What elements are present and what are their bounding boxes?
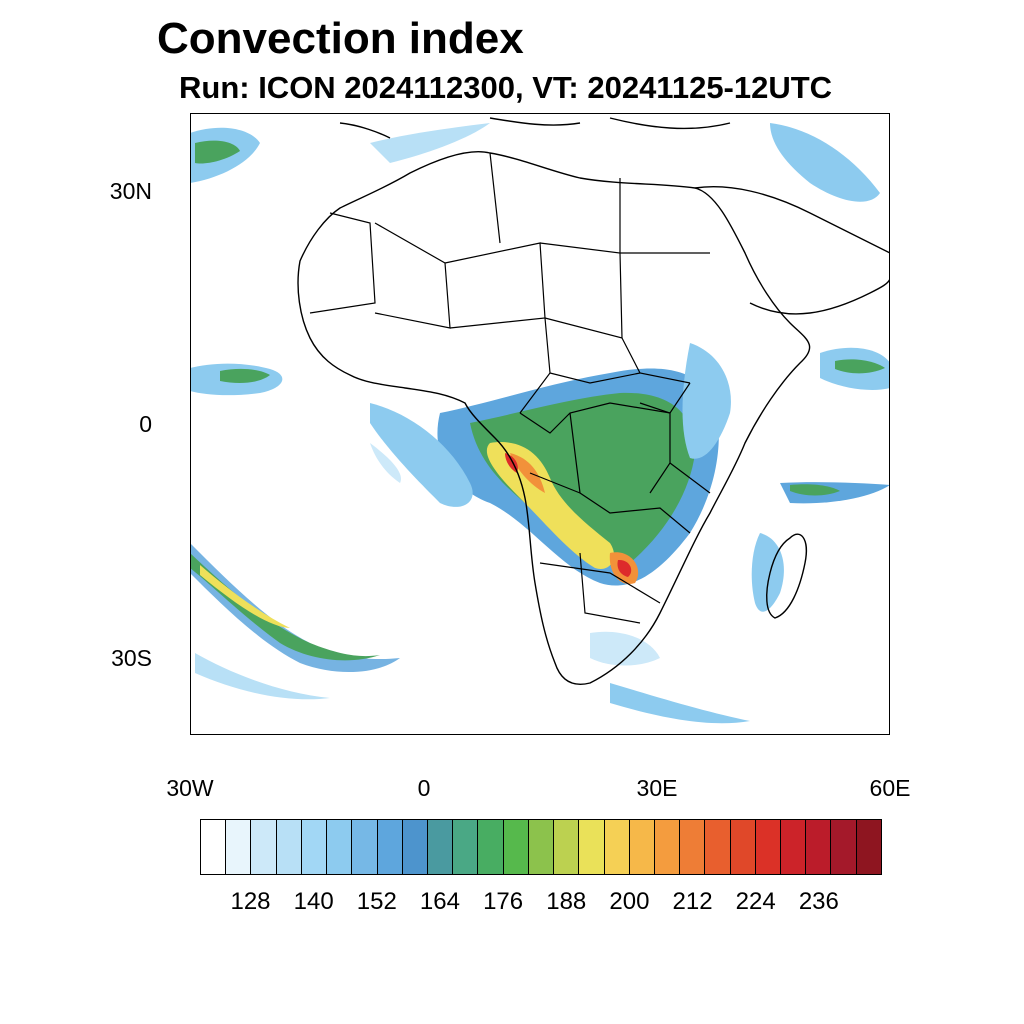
africa-coastline (297, 151, 811, 685)
colorbar-cell (503, 819, 529, 875)
colorbar-cell (705, 819, 731, 875)
lon-label-60e: 60E (869, 775, 911, 801)
field-central-africa-green (470, 392, 695, 566)
colorbar-cell (251, 819, 277, 875)
colorbar-cell (226, 819, 252, 875)
field-central-africa-orange (510, 453, 545, 493)
colorbar-tick-label: 176 (483, 888, 524, 915)
lat-label-30s: 30S (111, 645, 152, 671)
field-atlantic-south-wisps (195, 653, 330, 700)
colorbar-cell (755, 819, 782, 875)
field-persian-gulf (770, 123, 880, 202)
colorbar-cell (554, 819, 580, 875)
colorbar-tick-label: 200 (609, 888, 650, 915)
coastlines (297, 117, 890, 685)
colorbar-cell (200, 819, 227, 875)
chart-subtitle: Run: ICON 2024112300, VT: 20241125-12UTC (179, 70, 833, 105)
colorbar-cell (856, 819, 882, 875)
colorbar-tick-label: 236 (798, 888, 839, 915)
colorbar-cell (402, 819, 428, 875)
colorbar-cell (528, 819, 555, 875)
colorbar-cell (579, 819, 605, 875)
field-madagascar (751, 533, 784, 612)
field-atlantic-southwest-core (190, 553, 380, 661)
lon-label-30w: 30W (166, 775, 214, 801)
colorbar-cell (781, 819, 807, 875)
field-southern-ocean (610, 683, 750, 724)
colorbar-cell (629, 819, 655, 875)
colorbar-cell (831, 819, 857, 875)
field-north-atlantic-core (195, 140, 240, 164)
colorbar-cell (478, 819, 504, 875)
country-borders (309, 152, 711, 624)
field-guinea-west-core (220, 368, 270, 383)
colorbar-tick-label: 152 (356, 888, 397, 915)
field-zambia-red (617, 559, 632, 577)
colorbar-cell (806, 819, 832, 875)
field-gulf-streak (370, 443, 401, 483)
colorbar (200, 819, 882, 875)
plot-border (190, 113, 890, 735)
colorbar-cell (377, 819, 403, 875)
europe-coastline (339, 117, 731, 139)
colorbar-cell (654, 819, 681, 875)
colorbar-tick-label: 224 (735, 888, 776, 915)
field-south-africa-east (590, 631, 660, 666)
field-mozambique-core (790, 484, 840, 496)
field-arabian-sea-core (835, 359, 885, 374)
colorbar-cell (730, 819, 756, 875)
colorbar-cell (327, 819, 353, 875)
field-mediterranean (370, 123, 490, 163)
colorbar-tick-label: 164 (419, 888, 460, 915)
field-congo-coast-red (505, 453, 518, 473)
lat-label-0: 0 (139, 411, 152, 437)
madagascar-coastline (766, 533, 807, 619)
colorbar-cell (301, 819, 328, 875)
colorbar-cell (427, 819, 454, 875)
colorbar-tick-label: 128 (230, 888, 271, 915)
colorbar-tick-label: 212 (672, 888, 713, 915)
map-plot-area (190, 113, 890, 735)
colorbar-cell (352, 819, 378, 875)
colorbar-cell (276, 819, 302, 875)
field-east-africa (682, 343, 731, 459)
colorbar-tick-label: 140 (293, 888, 334, 915)
lon-label-0: 0 (417, 775, 431, 801)
arabia-coastline (694, 186, 890, 315)
colorbar-cell (680, 819, 706, 875)
lat-label-30n: 30N (109, 178, 152, 204)
colorbar-cell (453, 819, 479, 875)
field-gulf-guinea (370, 403, 473, 507)
colorbar-tick-label: 188 (546, 888, 587, 915)
lon-label-30e: 30E (636, 775, 678, 801)
chart-title: Convection index (157, 14, 524, 63)
colorbar-cell (604, 819, 630, 875)
